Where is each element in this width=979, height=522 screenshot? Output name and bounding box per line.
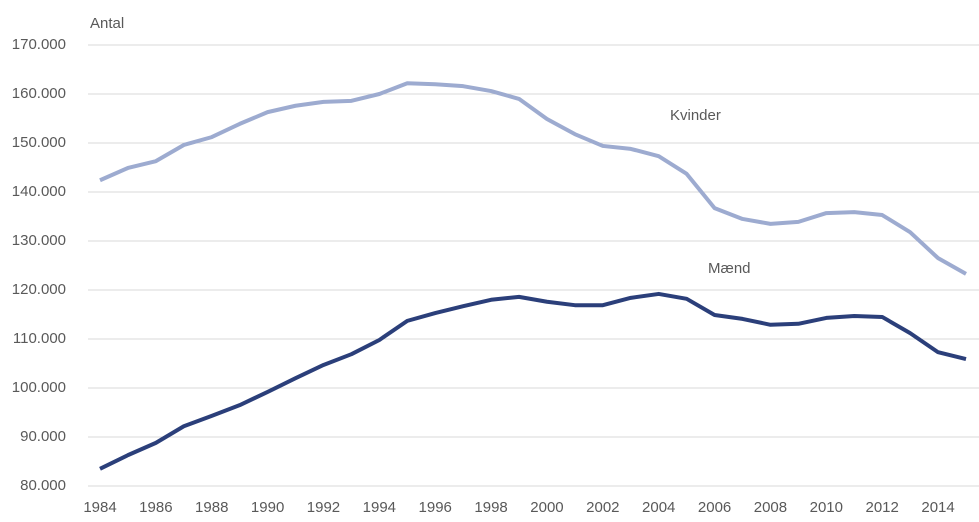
y-tick-label: 120.000 (12, 281, 66, 298)
x-tick-label: 2000 (530, 499, 563, 516)
x-tick-label: 1990 (251, 499, 284, 516)
y-tick-label: 100.000 (12, 379, 66, 396)
series-label: Mænd (708, 260, 751, 277)
x-tick-label: 2012 (866, 499, 899, 516)
x-tick-label: 1996 (419, 499, 452, 516)
x-tick-label: 2008 (754, 499, 787, 516)
line (99, 291, 967, 471)
y-tick-label: 130.000 (12, 232, 66, 249)
x-tick-label: 2002 (586, 499, 619, 516)
x-tick-label: 1988 (195, 499, 228, 516)
x-tick-label: 2004 (642, 499, 675, 516)
y-tick-label: 90.000 (20, 428, 66, 445)
y-tick-label: 160.000 (12, 85, 66, 102)
series-label: Kvinder (670, 107, 721, 124)
x-tick-label: 1994 (363, 499, 396, 516)
y-axis-label: Antal (90, 15, 124, 32)
x-tick-label: 1998 (474, 499, 507, 516)
y-tick-label: 150.000 (12, 134, 66, 151)
y-tick-label: 80.000 (20, 477, 66, 494)
x-tick-label: 1984 (83, 499, 116, 516)
x-tick-label: 1992 (307, 499, 340, 516)
y-tick-label: 110.000 (13, 330, 66, 347)
x-tick-label: 1986 (139, 499, 172, 516)
x-tick-label: 2014 (921, 499, 954, 516)
y-tick-label: 140.000 (12, 183, 66, 200)
x-tick-label: 2006 (698, 499, 731, 516)
x-tick-label: 2010 (810, 499, 843, 516)
y-tick-label: 170.000 (12, 36, 66, 53)
line (99, 81, 967, 276)
